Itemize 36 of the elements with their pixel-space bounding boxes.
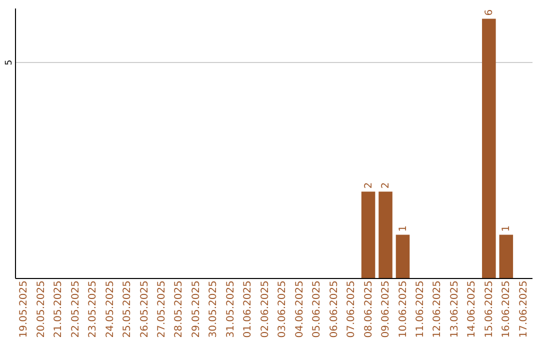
x-tick-label: 03.06.2025 [277,280,288,338]
x-tick-label: 23.05.2025 [88,280,99,338]
x-tick-label: 05.06.2025 [312,280,323,338]
x-tick-label: 19.05.2025 [18,280,30,338]
x-tick-label: 27.05.2025 [156,280,168,338]
x-tick-label: 01.06.2025 [242,280,254,338]
x-tick-label: 17.06.2025 [518,280,530,338]
data-label: 2 [380,182,392,189]
x-tick-label: 21.05.2025 [53,280,64,338]
x-tick-label: 26.05.2025 [139,280,150,338]
x-tick-label: 22.05.2025 [70,280,82,338]
x-tick-label: 10.06.2025 [398,280,409,338]
x-tick-label: 30.05.2025 [208,280,220,338]
y-tick-label: 5 [4,60,14,66]
x-tick-label: 08.06.2025 [363,280,374,338]
x-tick-label: 20.05.2025 [36,280,47,338]
data-label: 6 [484,9,495,16]
x-tick-label: 14.06.2025 [466,280,478,338]
x-tick-label: 09.06.2025 [380,280,392,338]
x-tick-label: 24.05.2025 [104,280,116,338]
x-tick-label: 02.06.2025 [260,280,271,338]
x-tick-label: 31.05.2025 [225,280,236,338]
x-tick-label: 16.06.2025 [501,280,512,338]
x-tick-label: 28.05.2025 [174,280,185,338]
x-tick-label: 12.06.2025 [432,280,444,338]
data-label: 1 [398,225,409,232]
x-tick-label: 15.06.2025 [484,280,495,338]
x-tick-label: 13.06.2025 [449,280,460,338]
x-tick-label: 04.06.2025 [294,280,306,338]
x-tick-label: 11.06.2025 [414,280,426,338]
x-tick-label: 29.05.2025 [190,280,202,338]
data-label: 2 [363,182,374,189]
x-tick-label: 07.06.2025 [346,280,358,338]
x-tick-label: 06.06.2025 [328,280,340,338]
data-label: 1 [501,225,512,232]
x-tick-label: 25.05.2025 [122,280,134,338]
